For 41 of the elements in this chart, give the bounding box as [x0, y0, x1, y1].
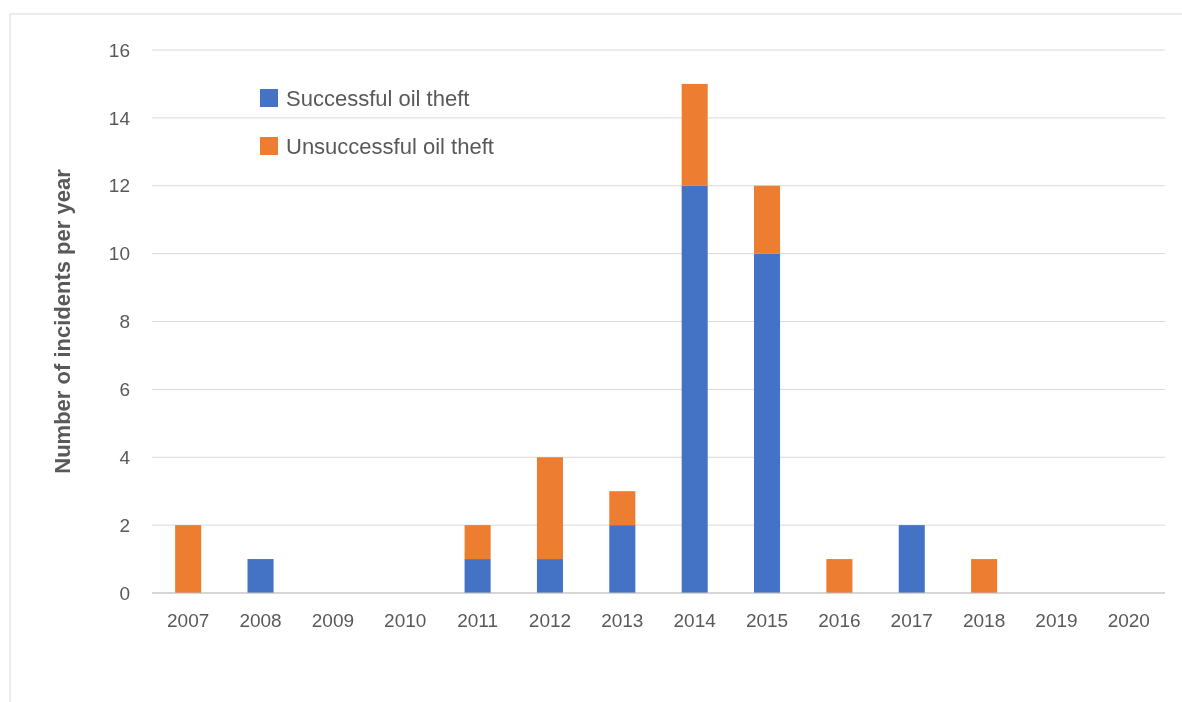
- bar: [609, 491, 636, 526]
- x-tick-label: 2011: [457, 610, 499, 631]
- bar: [754, 253, 781, 593]
- bar: [536, 559, 563, 593]
- bar: [681, 185, 708, 593]
- bar: [609, 525, 636, 593]
- x-tick-label: 2020: [1107, 610, 1150, 631]
- x-tick-label: 2009: [311, 610, 355, 631]
- bar: [464, 559, 491, 593]
- y-tick-label: 0: [119, 582, 130, 604]
- y-tick-label: 16: [108, 39, 130, 61]
- y-axis-title: Number of incidents per year: [50, 168, 75, 474]
- x-tick-label: 2018: [962, 610, 1006, 631]
- x-tick-label: 2010: [384, 610, 427, 631]
- bar: [898, 525, 925, 593]
- bar: [536, 457, 563, 560]
- y-tick-label: 12: [108, 175, 130, 197]
- bar: [754, 185, 781, 254]
- x-tick-label: 2017: [890, 610, 933, 631]
- x-tick-label: 2015: [745, 610, 789, 631]
- bar: [971, 559, 998, 593]
- x-tick-label: 2013: [601, 610, 644, 631]
- y-tick-label: 4: [119, 446, 131, 468]
- y-tick-label: 8: [119, 311, 130, 333]
- bar: [175, 525, 202, 593]
- bar: [681, 83, 708, 186]
- legend-label: Successful oil theft: [286, 85, 470, 111]
- y-tick-label: 10: [108, 243, 130, 265]
- bar: [247, 559, 274, 593]
- x-tick-label: 2008: [239, 610, 282, 631]
- bar: [826, 559, 853, 593]
- x-tick-label: 2019: [1035, 610, 1078, 631]
- legend-label: Unsuccessful oil theft: [286, 133, 494, 159]
- x-tick-label: 2016: [818, 610, 861, 631]
- x-tick-label: 2007: [167, 610, 210, 631]
- y-tick-label: 6: [119, 379, 130, 401]
- x-tick-label: 2012: [528, 610, 572, 631]
- x-tick-label: 2014: [673, 610, 717, 631]
- bar: [464, 525, 491, 560]
- y-tick-label: 14: [108, 107, 131, 129]
- y-tick-label: 2: [119, 514, 130, 536]
